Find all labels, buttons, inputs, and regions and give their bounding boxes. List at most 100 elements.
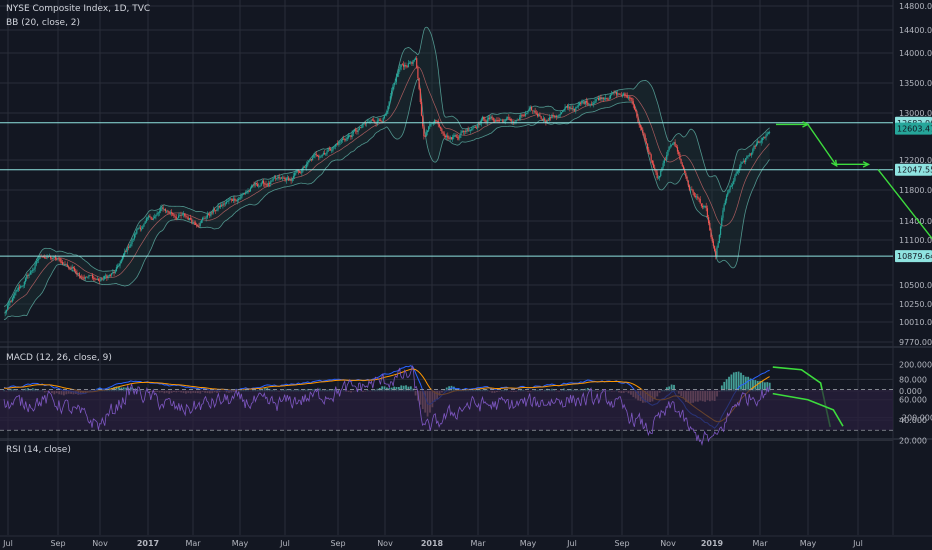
- candle-body: [497, 120, 499, 121]
- candle-body: [186, 216, 188, 218]
- candle-body: [595, 98, 597, 102]
- candle-body: [426, 130, 429, 133]
- bb-legend[interactable]: BB (20, close, 2): [6, 18, 81, 28]
- candle-body: [22, 285, 24, 287]
- candle-body: [766, 133, 768, 136]
- candle-body: [69, 267, 71, 269]
- time-axis-label: Jul: [566, 539, 577, 548]
- candle-body: [711, 236, 713, 242]
- projection-arrow[interactable]: [877, 169, 932, 251]
- rsi-legend[interactable]: RSI (14, close): [6, 445, 71, 455]
- candle-body: [371, 119, 374, 121]
- candle-body: [205, 217, 207, 219]
- candle-body: [140, 228, 143, 230]
- candle-body: [60, 261, 63, 263]
- candle-body: [376, 120, 378, 124]
- price-axis-label: 14400.000: [899, 26, 932, 35]
- rsi-line: [3, 365, 770, 446]
- candle-body: [761, 138, 764, 141]
- candle-body: [757, 141, 759, 144]
- candle-body: [148, 215, 150, 218]
- candle-body: [499, 119, 502, 121]
- candle-body: [401, 64, 403, 66]
- candle-body: [707, 217, 710, 224]
- candle-body: [357, 130, 359, 132]
- candle-body: [303, 167, 305, 168]
- candle-body: [486, 119, 488, 123]
- candle-body: [289, 179, 291, 181]
- price-axis-label: 11400.000: [899, 217, 932, 226]
- candle-body: [254, 182, 256, 186]
- candle-body: [605, 98, 607, 99]
- candle-body: [600, 97, 602, 100]
- candle-body: [593, 103, 595, 105]
- candle-body: [260, 183, 262, 186]
- candle-body: [292, 175, 295, 178]
- candle-body: [224, 203, 226, 205]
- projection-arrows[interactable]: [775, 121, 932, 251]
- candle-body: [682, 166, 685, 170]
- candle-body: [431, 123, 433, 125]
- candle-body: [752, 149, 754, 153]
- candle-body: [693, 192, 695, 197]
- candle-body: [477, 124, 479, 129]
- candle-body: [8, 303, 10, 306]
- candle-body: [430, 123, 432, 125]
- candle-body: [536, 113, 539, 117]
- candle-body: [526, 113, 528, 115]
- macd-legend[interactable]: MACD (12, 26, close, 9): [6, 353, 112, 363]
- candle-body: [656, 172, 658, 179]
- candle-body: [736, 171, 738, 174]
- candle-body: [302, 167, 304, 170]
- projection-arrow[interactable]: [807, 124, 838, 167]
- candle-body: [26, 275, 28, 279]
- candle-body: [286, 177, 289, 179]
- candle-body: [210, 212, 212, 216]
- rsi-projection-curve[interactable]: [772, 392, 844, 427]
- candle-body: [175, 216, 177, 219]
- candle-body: [351, 133, 353, 138]
- candle-body: [309, 159, 311, 161]
- candle-body: [649, 152, 651, 155]
- candle-body: [248, 191, 250, 193]
- price-tag-label: 10879.643: [897, 252, 932, 261]
- candle-body: [746, 156, 748, 159]
- candle-body: [545, 120, 547, 123]
- candle-body: [395, 76, 397, 82]
- candle-body: [12, 295, 15, 298]
- candle-body: [528, 108, 530, 111]
- time-axis-label: Nov: [660, 539, 676, 548]
- candle-body: [582, 101, 584, 103]
- candle-body: [596, 98, 598, 99]
- time-axis-label: Sep: [330, 539, 345, 548]
- candle-body: [440, 126, 442, 129]
- macd-histogram-bar: [397, 387, 400, 392]
- candle-body: [618, 93, 620, 95]
- candle-body: [737, 170, 740, 172]
- candle-body: [767, 132, 770, 134]
- candle-body: [185, 215, 187, 217]
- candle-body: [172, 213, 174, 215]
- candle-body: [617, 93, 619, 95]
- candle-body: [451, 137, 454, 140]
- candle-body: [359, 127, 362, 129]
- candle-body: [374, 121, 376, 124]
- candle-body: [394, 81, 396, 83]
- candle-body: [356, 130, 358, 132]
- candle-body: [706, 208, 708, 218]
- candle-body: [443, 133, 445, 136]
- candle-body: [625, 95, 627, 97]
- candle-body: [455, 135, 457, 137]
- candle-body: [295, 172, 297, 174]
- candle-body: [152, 218, 155, 220]
- candle-body: [273, 177, 275, 179]
- candle-body: [28, 274, 30, 276]
- candle-body: [63, 263, 65, 265]
- candle-body: [377, 119, 380, 121]
- candle-body: [271, 180, 273, 182]
- candle-body: [539, 114, 541, 117]
- candle-body: [727, 192, 729, 196]
- candle-body: [388, 101, 390, 106]
- candle-body: [288, 177, 290, 181]
